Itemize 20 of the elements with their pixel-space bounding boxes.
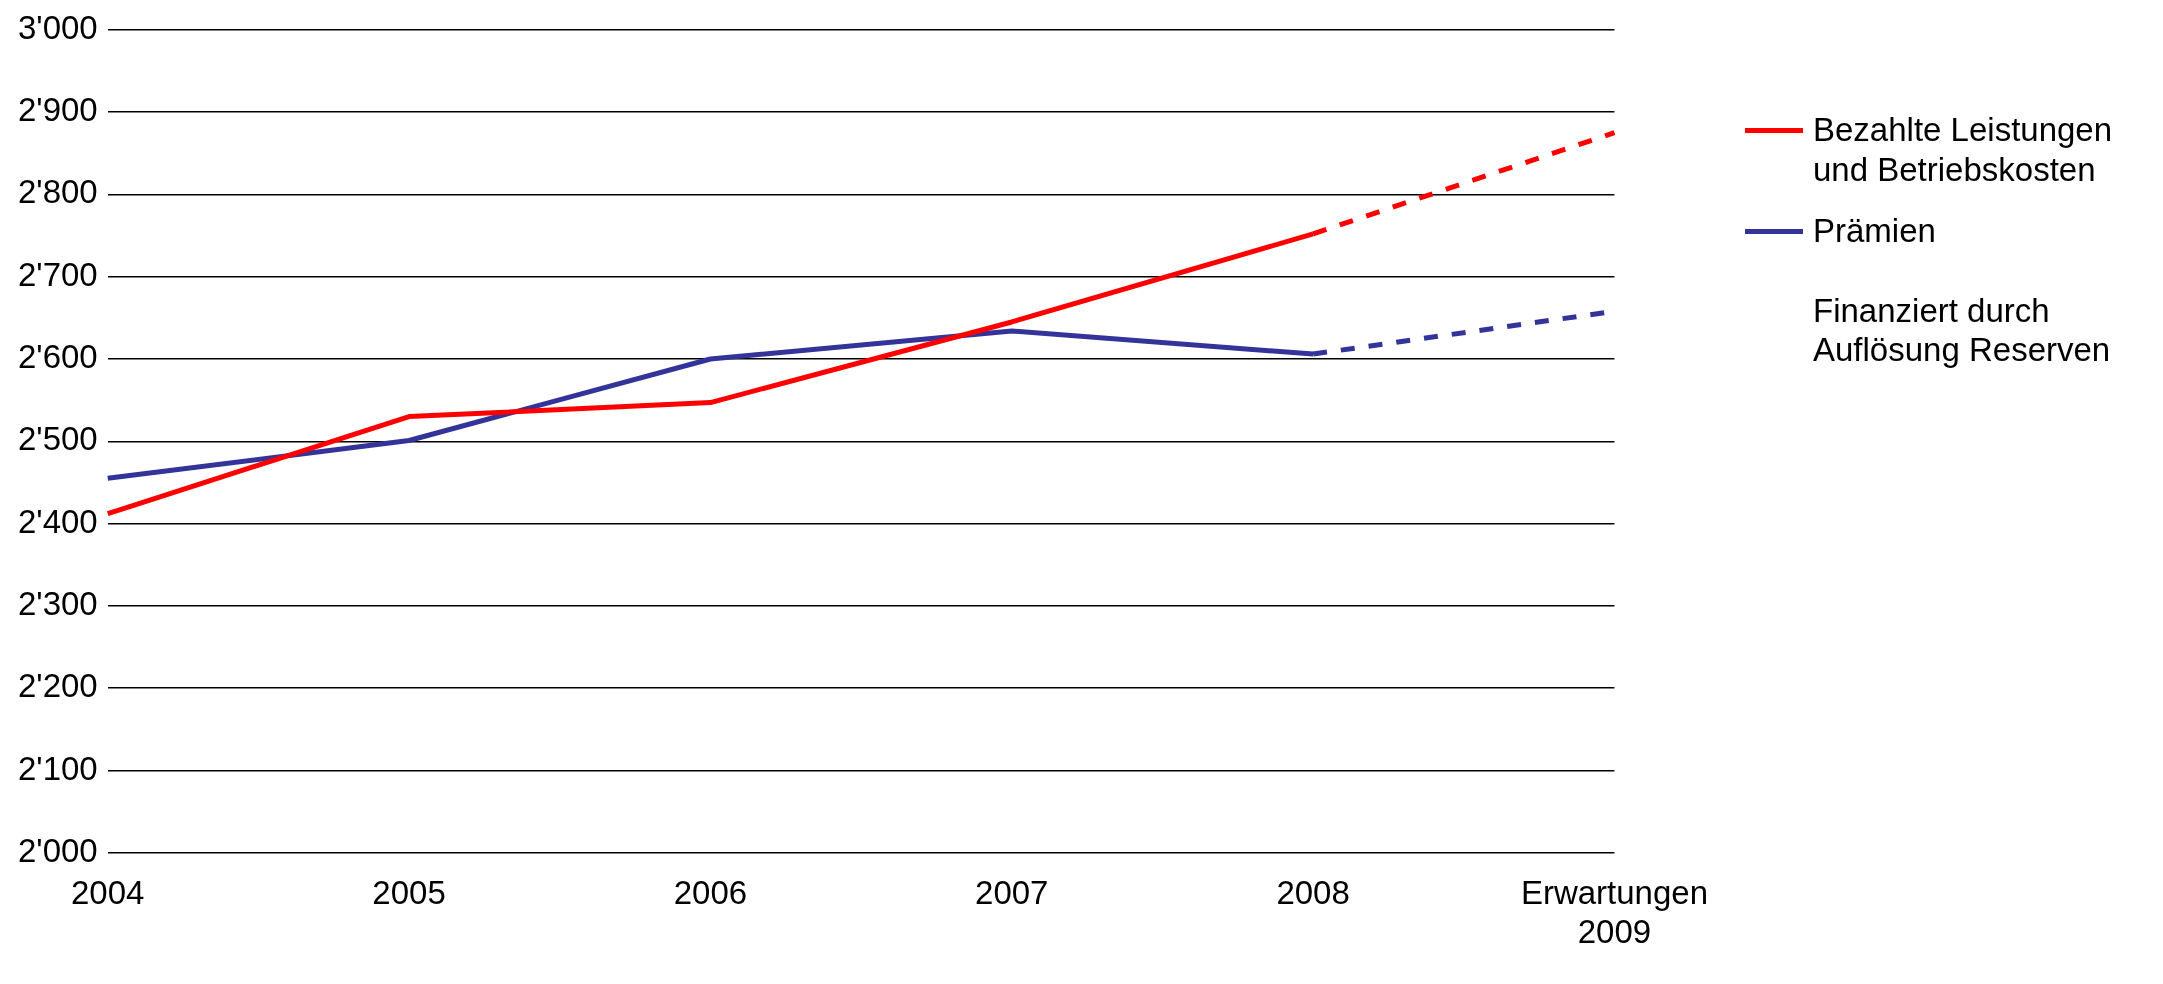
y-tick-label: 2'500 [17, 420, 98, 458]
x-tick-label: 2004 [71, 873, 145, 911]
x-tick-label: 2008 [1276, 873, 1350, 911]
legend-label: Prämien [1813, 211, 1936, 251]
y-tick-label: 2'000 [17, 831, 98, 869]
x-tick-label: 2005 [372, 873, 446, 911]
text: Finanziert durch Auflösung Reserven [1813, 290, 2112, 370]
x-tick-label: 2006 [673, 873, 748, 911]
y-tick-label: 2'800 [17, 173, 98, 211]
y-tick-label: 2'100 [17, 749, 98, 787]
legend-label: Bezahlte Leistungen und Betriebskosten [1813, 110, 2114, 190]
y-tick-label: 3'000 [17, 8, 98, 46]
y-tick-label: 2'700 [17, 255, 98, 293]
y-tick-label: 2'300 [17, 584, 98, 622]
y-tick-label: 2'600 [17, 338, 98, 376]
x-tick-label: 2007 [975, 873, 1049, 911]
y-tick-label: 2'200 [17, 667, 98, 705]
y-tick-label: 2'400 [17, 502, 98, 540]
y-tick-label: 2'900 [17, 91, 98, 129]
x-tick-label: Erwartungen 2009 [1520, 873, 1708, 951]
